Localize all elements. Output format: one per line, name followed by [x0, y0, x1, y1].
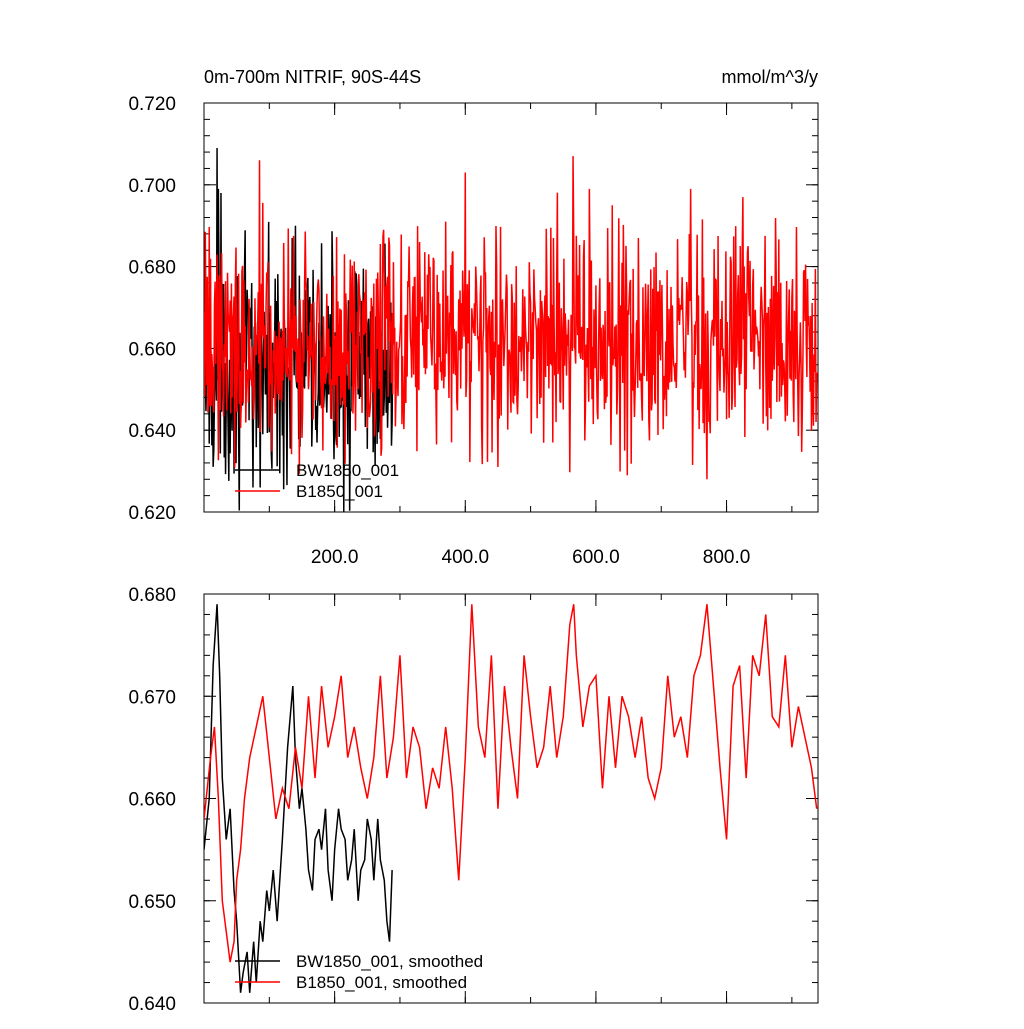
bottom-panel: 0.640 0.650 0.660 0.670 0.680 BW1850_001, smo… [128, 585, 819, 1015]
y-tick-label: 0.640 [128, 421, 176, 442]
y-tick-label: 0.660 [128, 790, 176, 811]
series-line-b1850 [204, 604, 818, 963]
top-chart-units: mmol/m^3/y [722, 67, 818, 87]
y-tick-label: 0.620 [128, 503, 176, 524]
y-tick-label: 0.650 [128, 892, 176, 913]
top-chart-title: 0m-700m NITRIF, 90S-44S [204, 67, 421, 87]
plot-frame [203, 593, 819, 1004]
top-panel: 0m-700m NITRIF, 90S-44S mmol/m^3/y 0.620… [128, 67, 819, 568]
x-tick-label: 600.0 [572, 547, 620, 568]
y-tick-label: 0.680 [128, 585, 176, 606]
y-tick-label: 0.670 [128, 687, 176, 708]
y-tick-label: 0.680 [128, 258, 176, 279]
series-line-bw1850 [204, 604, 393, 993]
y-tick-label: 0.700 [128, 176, 176, 197]
legend-label: B1850_001 [296, 482, 383, 501]
x-tick-label: 400.0 [442, 547, 490, 568]
series-line-b1850 [204, 156, 818, 480]
y-tick-label: 0.640 [128, 994, 176, 1015]
x-tick-label: 800.0 [703, 547, 751, 568]
x-tick-label: 200.0 [311, 547, 359, 568]
y-tick-label: 0.660 [128, 339, 176, 360]
legend-label: B1850_001, smoothed [296, 973, 467, 992]
legend-label: BW1850_001, smoothed [296, 952, 483, 971]
legend-label: BW1850_001 [296, 461, 399, 480]
y-tick-label: 0.720 [128, 94, 176, 115]
